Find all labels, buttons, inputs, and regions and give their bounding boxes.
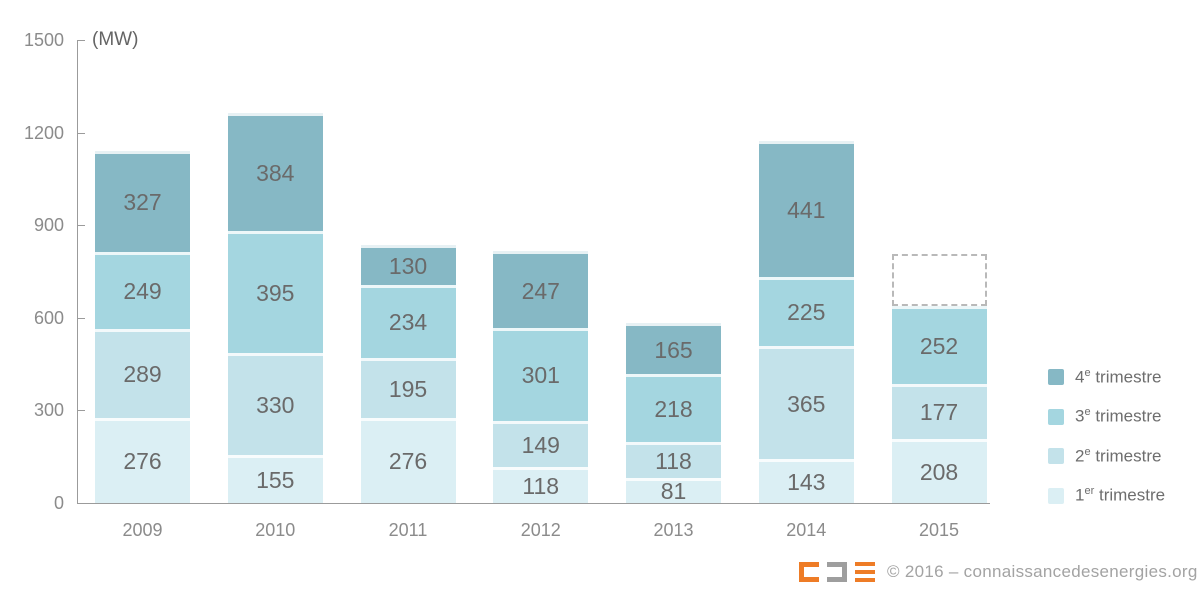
bar-value-label: 143 [787, 468, 826, 495]
bar-segment: 247 [493, 251, 589, 328]
x-tick-label: 2010 [255, 520, 296, 540]
y-tick-label: 1200 [23, 122, 64, 143]
bar-segment: 155 [227, 455, 323, 503]
bar-value-label: 118 [522, 472, 560, 499]
bar-value-label: 395 [256, 280, 295, 307]
bar-segment: 225 [758, 276, 854, 347]
bar-segment: 130 [360, 245, 456, 286]
bar-segment: 208 [891, 438, 987, 503]
y-tick-label: 600 [33, 307, 64, 328]
bar-value-label: 384 [256, 160, 295, 187]
y-tick-mark [78, 410, 85, 412]
legend-label: 4e trimestre [1075, 366, 1162, 387]
bar-segment: 118 [626, 441, 721, 478]
bar-value-label: 208 [919, 458, 959, 485]
bar-value-label: 327 [123, 189, 162, 216]
x-tick-label: 2013 [653, 520, 694, 540]
bar-value-label: 289 [123, 361, 162, 388]
bar-value-label: 276 [123, 448, 162, 475]
bar-segment: 301 [493, 327, 589, 421]
bar-value-label: 177 [919, 399, 959, 426]
bar-segment: 330 [227, 353, 323, 456]
copyright-text: © 2016 – connaissancedesenergies.org [887, 562, 1198, 581]
bar-segment: 252 [891, 306, 987, 385]
bar-value-label: 130 [388, 253, 428, 280]
y-axis-line [77, 40, 78, 503]
bar-segment: 327 [95, 150, 190, 252]
bar-value-label: 149 [521, 431, 560, 458]
logo-triple-bar-icon [855, 562, 875, 582]
bar-value-label: 301 [521, 362, 560, 389]
x-axis-line [77, 503, 990, 504]
bar-value-label: 195 [388, 375, 428, 402]
bar-value-label: 330 [256, 392, 295, 419]
bar-value-label: 234 [388, 309, 428, 336]
y-tick-label: 0 [53, 493, 64, 513]
bar-value-label: 81 [660, 478, 687, 505]
x-tick-label: 2011 [388, 520, 428, 540]
x-tick-label: 2012 [520, 520, 561, 540]
bar-value-label: 218 [654, 395, 693, 422]
bar-segment: 165 [626, 323, 721, 375]
bar-value-label: 365 [787, 390, 826, 417]
y-tick-label: 300 [33, 400, 64, 421]
bar-value-label: 252 [919, 333, 959, 360]
legend-item: 3e trimestre [1048, 406, 1161, 428]
legend-swatch [1048, 448, 1064, 464]
bar-value-label: 441 [787, 196, 826, 223]
y-tick-mark [78, 317, 85, 319]
bar-segment: 118 [493, 466, 589, 503]
y-tick-mark [78, 40, 85, 41]
bar-segment: 177 [891, 384, 987, 439]
bar-segment: 276 [95, 417, 190, 503]
bar-value-label: 155 [256, 467, 295, 494]
legend-item: 2e trimestre [1048, 445, 1161, 467]
bar-segment: 441 [758, 140, 854, 277]
bar-value-label: 118 [655, 447, 692, 474]
y-tick-mark [78, 503, 85, 504]
bar-value-label: 247 [521, 277, 560, 304]
x-tick-label: 2015 [918, 520, 960, 540]
logo-open-bracket-icon [799, 562, 819, 582]
y-tick-label: 1500 [23, 30, 64, 50]
y-tick-label: 900 [33, 215, 64, 236]
legend-label: 3e trimestre [1075, 406, 1162, 426]
footer: © 2016 – connaissancedesenergies.org [799, 561, 1198, 583]
bar-segment: 395 [227, 231, 323, 354]
bar-segment: 81 [626, 477, 721, 505]
bar-segment: 276 [360, 417, 456, 503]
legend-swatch [1048, 408, 1064, 425]
bar-value-label: 249 [123, 278, 162, 305]
bar-value-label: 276 [388, 448, 428, 475]
bar-segment: 365 [758, 346, 854, 459]
bar-segment: 149 [493, 420, 589, 467]
legend-swatch [1048, 369, 1064, 385]
bar-value-label: 225 [787, 299, 826, 326]
bar-segment: 195 [360, 357, 456, 418]
y-tick-mark [78, 225, 85, 227]
legend-item: 4e trimestre [1048, 366, 1161, 388]
logo-close-bracket-icon [827, 562, 847, 582]
y-tick-mark [78, 132, 85, 134]
bar-segment: 234 [360, 285, 456, 358]
x-tick-label: 2009 [122, 520, 163, 540]
bar-segment: 249 [95, 251, 190, 329]
legend-item: 1er trimestre [1048, 485, 1165, 507]
forecast-dashed-outline [891, 253, 987, 307]
bar-value-label: 165 [654, 336, 693, 363]
y-axis-unit-label: (MW) [92, 29, 139, 50]
bar-segment: 384 [227, 112, 323, 232]
bar-segment: 289 [95, 328, 190, 418]
legend-label: 1er trimestre [1075, 485, 1166, 505]
x-tick-label: 2014 [786, 520, 827, 540]
bar-segment: 143 [758, 458, 854, 503]
legend-label: 2e trimestre [1075, 445, 1162, 466]
legend-swatch [1048, 487, 1064, 504]
bar-segment: 218 [626, 374, 721, 442]
